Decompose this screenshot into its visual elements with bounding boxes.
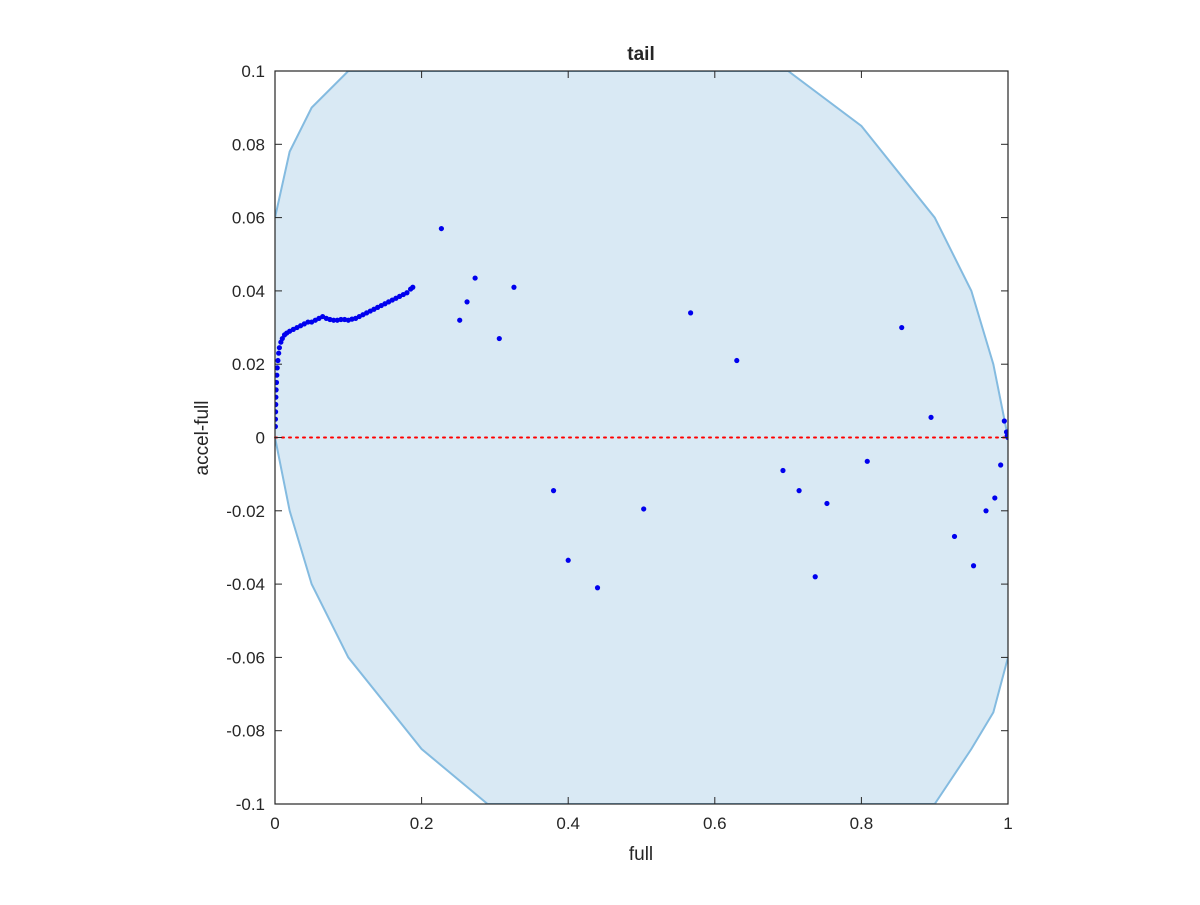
y-tick-label: -0.02 — [226, 502, 265, 521]
data-point — [899, 324, 905, 331]
data-point — [928, 414, 934, 420]
y-tick-label: -0.1 — [236, 795, 265, 814]
data-point — [796, 488, 802, 494]
data-point — [983, 508, 989, 514]
data-point — [864, 458, 870, 464]
y-tick-label: -0.04 — [226, 575, 265, 594]
data-point — [641, 506, 647, 512]
data-point — [305, 319, 311, 325]
data-point — [275, 409, 279, 415]
data-point — [275, 372, 280, 378]
data-point — [338, 316, 344, 323]
data-point — [472, 275, 478, 281]
band-lower-edge — [275, 437, 1008, 804]
data-point — [780, 467, 786, 474]
data-point — [275, 394, 279, 400]
x-tick-label: 0.6 — [703, 814, 727, 833]
y-tick-label: -0.06 — [226, 648, 265, 667]
data-point — [275, 357, 281, 364]
data-point — [275, 365, 280, 371]
data-point — [331, 317, 337, 323]
data-point — [824, 500, 830, 507]
x-tick-label: 0 — [270, 814, 279, 833]
data-point — [275, 416, 279, 422]
y-tick-label: 0.04 — [232, 282, 265, 301]
data-point — [410, 284, 416, 290]
y-axis-label: accel-full — [192, 401, 213, 476]
y-tick-label: 0.02 — [232, 355, 265, 374]
data-points-layer — [275, 225, 1008, 591]
x-tick-label: 0.2 — [410, 814, 434, 833]
data-point — [1001, 418, 1007, 424]
y-tick-label: 0.06 — [232, 209, 265, 228]
data-point — [734, 357, 740, 364]
data-point — [812, 574, 818, 580]
data-point — [404, 290, 410, 296]
data-point — [688, 310, 694, 316]
data-point — [276, 345, 282, 351]
data-point — [275, 379, 280, 386]
data-point — [275, 401, 279, 408]
data-point — [511, 284, 517, 290]
y-tick-label: 0.1 — [241, 62, 265, 81]
x-tick-label: 0.4 — [556, 814, 580, 833]
data-point — [438, 225, 444, 232]
data-point — [565, 557, 571, 563]
y-tick-label: -0.08 — [226, 722, 265, 741]
data-point — [594, 585, 601, 591]
y-tick-label: 0.08 — [232, 135, 265, 154]
data-point — [992, 495, 998, 501]
data-point — [464, 299, 470, 305]
chart-title: tail — [627, 44, 654, 65]
data-point — [275, 423, 278, 430]
data-point — [275, 387, 279, 393]
tick-layer: 0 0.2 0.4 0.6 0.8 1 -0.1 -0.08 -0.06 -0.04 -0.02 0 0… — [226, 62, 1012, 833]
x-tick-label: 1 — [1003, 814, 1012, 833]
data-point — [276, 350, 282, 356]
data-point — [550, 488, 557, 494]
data-point — [457, 317, 463, 323]
data-point — [970, 563, 977, 569]
x-axis-label: full — [629, 844, 653, 865]
x-tick-label: 0.8 — [850, 814, 874, 833]
data-point — [998, 462, 1004, 468]
data-point — [496, 335, 502, 342]
data-point — [951, 533, 958, 540]
band-upper-edge — [275, 71, 1008, 438]
y-tick-label: 0 — [256, 429, 265, 448]
